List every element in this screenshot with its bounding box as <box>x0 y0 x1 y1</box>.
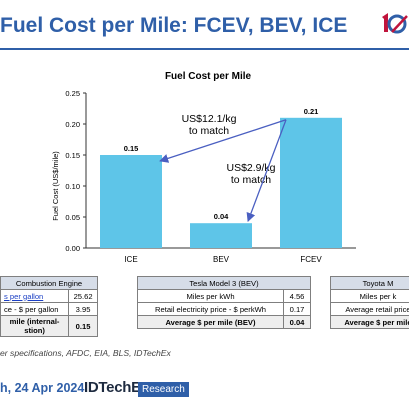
fuel-cost-chart-svg: Fuel Cost per Mile Fuel Cost (US$/mile) … <box>51 71 356 264</box>
annotation-text-line: US$2.9/kg <box>226 162 275 174</box>
fcev-spec-table-wrap: Toyota M Miles per k Average retail pric… <box>330 276 409 329</box>
y-tick-label: 0.00 <box>65 244 80 253</box>
idtechex-logo-icon <box>378 10 409 40</box>
bars-group: 0.15 ICE 0.04 BEV 0.21 FCEV <box>100 107 342 264</box>
table-row: s per gallon 25.62 <box>0 289 98 303</box>
data-label-bev: 0.04 <box>214 212 229 221</box>
table-row: ce - $ per gallon 3.95 <box>0 302 98 316</box>
footer-date: h, 24 Apr 2024 <box>0 381 85 395</box>
ice-total-value: 0.15 <box>68 315 98 337</box>
data-label-fcev: 0.21 <box>304 107 319 116</box>
y-tick-label: 0.15 <box>65 151 80 160</box>
fuel-cost-chart: Fuel Cost per Mile Fuel Cost (US$/mile) … <box>46 62 364 270</box>
bev-spec-table-wrap: Tesla Model 3 (BEV) Miles per kWh 4.56 R… <box>136 276 311 329</box>
fcev-spec-table: Toyota M Miles per k Average retail pric… <box>330 276 409 329</box>
table-row: Retail electricity price - $ perkWh 0.17 <box>136 302 311 316</box>
annotation-text-line: to match <box>189 125 229 137</box>
annotation-text-line: US$12.1/kg <box>182 113 237 125</box>
ice-fuel-price-value: 3.95 <box>68 302 98 316</box>
chart-title: Fuel Cost per Mile <box>165 71 252 82</box>
bev-total-label: Average $ per mile (BEV) <box>136 315 285 329</box>
ice-table-header: Combustion Engine <box>0 276 98 290</box>
ice-fuel-price-label: ce - $ per gallon <box>0 302 70 316</box>
bev-mpkwh-label: Miles per kWh <box>136 289 285 303</box>
ice-total-label-line-1: mile (internal- <box>9 317 60 326</box>
x-tick-label-ice: ICE <box>124 255 137 264</box>
y-tick-label: 0.05 <box>65 213 80 222</box>
data-label-ice: 0.15 <box>124 144 139 153</box>
x-tick-label-bev: BEV <box>213 255 230 264</box>
table-row: Miles per kWh 4.56 <box>136 289 311 303</box>
table-row: Average $ per mile <box>330 315 409 329</box>
ice-total-label: mile (internal- stion) <box>0 315 70 337</box>
ice-total-label-line-2: stion) <box>24 326 45 335</box>
bev-table-header: Tesla Model 3 (BEV) <box>137 276 311 290</box>
y-axis-label: Fuel Cost (US$/mile) <box>51 151 60 221</box>
bev-spec-table: Tesla Model 3 (BEV) Miles per kWh 4.56 R… <box>136 276 311 329</box>
bev-total-value: 0.04 <box>283 315 311 329</box>
ice-mpg-value: 25.62 <box>68 289 98 303</box>
bev-electricity-price-value: 0.17 <box>283 302 311 316</box>
annotation-arrow-ice <box>159 119 287 163</box>
ice-spec-table-wrap: Combustion Engine s per gallon 25.62 ce … <box>0 276 98 337</box>
table-row: mile (internal- stion) 0.15 <box>0 315 98 337</box>
ice-mpg-link[interactable]: s per gallon <box>0 289 70 303</box>
table-row: Average $ per mile (BEV) 0.04 <box>136 315 311 329</box>
annotation-arrow-bev <box>246 119 287 223</box>
bev-electricity-price-label: Retail electricity price - $ perkWh <box>136 302 285 316</box>
table-row: Average retail price <box>330 302 409 316</box>
slide-title: Fuel Cost per Mile: FCEV, BEV, ICE <box>0 14 348 37</box>
fcev-table-header: Toyota M <box>330 276 409 290</box>
fcev-total-label: Average $ per mile <box>330 315 409 329</box>
y-axis-ticks: 0.00 0.05 0.10 0.15 0.20 0.25 <box>65 89 86 253</box>
annotation-text-line: to match <box>231 174 271 186</box>
brand-name: IDTechEx <box>84 379 149 396</box>
y-tick-label: 0.10 <box>65 182 80 191</box>
y-tick-label: 0.20 <box>65 120 80 129</box>
bar-fcev <box>280 117 342 248</box>
fcev-h2-price-label: Average retail price <box>330 302 409 316</box>
table-row: Miles per k <box>330 289 409 303</box>
brand-tag: Research <box>138 382 189 397</box>
ice-spec-table: Combustion Engine s per gallon 25.62 ce … <box>0 276 98 337</box>
fcev-mpkg-label: Miles per k <box>330 289 409 303</box>
source-note: er specifications, AFDC, EIA, BLS, IDTec… <box>0 348 171 358</box>
y-tick-label: 0.25 <box>65 89 80 98</box>
title-divider <box>0 48 409 50</box>
x-tick-label-fcev: FCEV <box>300 255 322 264</box>
bar-bev <box>190 223 252 248</box>
bev-mpkwh-value: 4.56 <box>283 289 311 303</box>
bar-ice <box>100 155 162 248</box>
